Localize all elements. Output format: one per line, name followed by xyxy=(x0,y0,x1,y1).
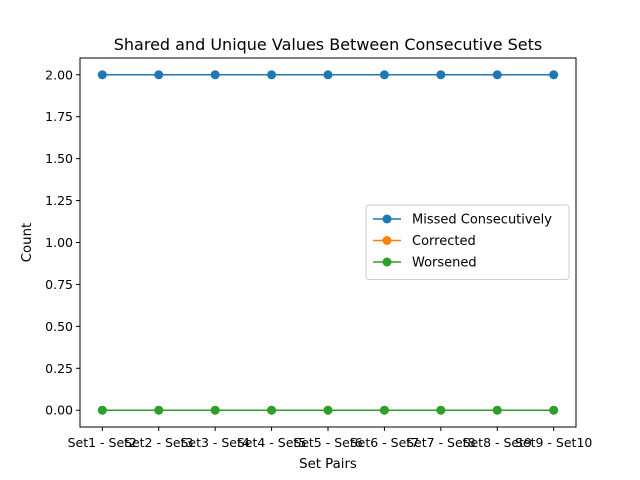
data-point xyxy=(323,405,333,415)
data-point xyxy=(379,70,389,80)
legend-item: Missed Consecutively xyxy=(373,213,552,228)
x-tick-label: Set1 - Set2 xyxy=(68,435,137,450)
data-point xyxy=(97,70,107,80)
data-point xyxy=(436,405,446,415)
legend-marker xyxy=(382,214,392,224)
series-layer xyxy=(97,70,559,415)
y-tick-label: 0.75 xyxy=(45,277,73,292)
y-tick-label: 1.25 xyxy=(45,193,73,208)
axis-ticks: 0.00 0.25 0.50 0.75 1.00 1.25 1.50 1.75 2.00 Set1… xyxy=(45,67,592,450)
legend-marker xyxy=(382,236,392,245)
data-point xyxy=(549,70,559,80)
legend-label: Worsened xyxy=(412,256,477,271)
x-tick-label: Set5 - Set6 xyxy=(293,435,362,450)
data-point xyxy=(379,405,389,415)
y-tick-label: 2.00 xyxy=(45,67,73,82)
data-point xyxy=(154,70,164,80)
data-point xyxy=(97,405,107,415)
data-point xyxy=(492,70,502,80)
y-axis-label: Count xyxy=(20,223,35,263)
legend-item: Worsened xyxy=(373,256,477,271)
y-tick-label: 1.00 xyxy=(45,235,73,250)
x-tick-label: Set4 - Set5 xyxy=(237,435,306,450)
x-axis-label: Set Pairs xyxy=(299,457,357,472)
data-point xyxy=(323,70,333,80)
data-point xyxy=(154,405,164,415)
legend-label: Corrected xyxy=(412,234,476,249)
data-point xyxy=(436,70,446,80)
data-point xyxy=(549,405,559,415)
plot-frame xyxy=(79,57,577,428)
data-point xyxy=(492,405,502,415)
y-tick-label: 0.25 xyxy=(45,361,73,376)
y-tick-label: 1.50 xyxy=(45,151,73,166)
chart-title: Shared and Unique Values Between Consecu… xyxy=(114,35,543,54)
data-point xyxy=(267,405,277,415)
x-tick-label: Set2 - Set3 xyxy=(124,435,193,450)
series-missed-consecutively xyxy=(97,70,559,80)
data-point xyxy=(210,70,220,80)
x-tick-label: Set6 - Set7 xyxy=(350,435,419,450)
legend-item: Corrected xyxy=(373,234,476,249)
data-point xyxy=(267,70,277,80)
legend: Missed Consecutively Corrected Worsened xyxy=(365,204,570,280)
legend-label: Missed Consecutively xyxy=(412,213,552,228)
series-worsened xyxy=(97,405,559,415)
y-tick-label: 0.00 xyxy=(45,403,73,418)
x-tick-label: Set7 - Set8 xyxy=(406,435,475,450)
legend-marker xyxy=(382,257,392,267)
data-point xyxy=(210,405,220,415)
x-tick-label: Set8 - Set9 xyxy=(463,435,532,450)
y-tick-label: 1.75 xyxy=(45,109,73,124)
x-tick-label: Set9 - Set10 xyxy=(515,435,592,450)
y-tick-label: 0.50 xyxy=(45,319,73,334)
legend-box xyxy=(365,204,570,280)
x-tick-label: Set3 - Set4 xyxy=(180,435,249,450)
